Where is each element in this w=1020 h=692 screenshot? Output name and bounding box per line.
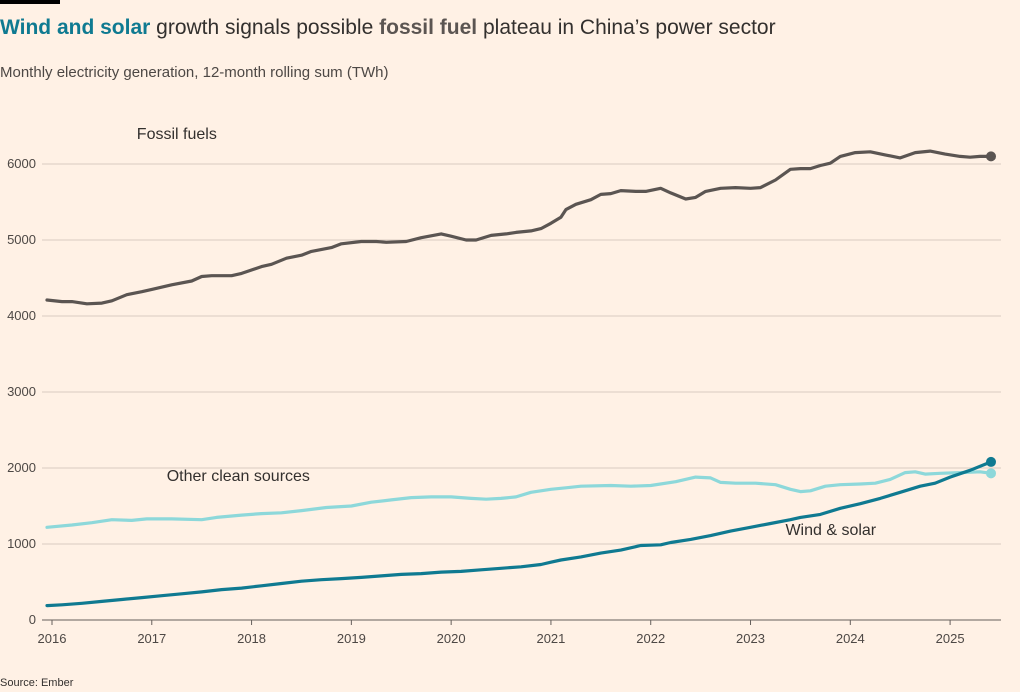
series-line-ws	[45, 460, 993, 608]
series-line-other	[45, 470, 993, 529]
series-line-fossil	[45, 149, 993, 306]
y-tick-label: 0	[29, 612, 36, 627]
x-tick-label: 2025	[936, 631, 965, 646]
y-tick-label: 3000	[7, 384, 36, 399]
ft-top-bar	[0, 0, 60, 4]
title-highlight-fossil-fuel: fossil fuel	[379, 16, 478, 39]
title-text-part-2: plateau in China’s power sector	[477, 16, 776, 39]
x-tick-label: 2022	[636, 631, 665, 646]
title-text-part-1: growth signals possible	[150, 16, 380, 39]
chart-title: Wind and solar growth signals possible f…	[0, 15, 776, 41]
x-tick-label: 2019	[337, 631, 366, 646]
series-label-fossil: Fossil fuels	[137, 126, 217, 143]
chart-subtitle: Monthly electricity generation, 12-month…	[0, 64, 389, 81]
x-tick-label: 2017	[137, 631, 166, 646]
y-tick-label: 2000	[7, 460, 36, 475]
series-endpoint-other	[986, 468, 997, 479]
series-endpoint-ws	[986, 456, 997, 467]
source-note: Source: Ember	[0, 677, 74, 689]
x-tick-label: 2023	[736, 631, 765, 646]
x-tick-label: 2021	[536, 631, 565, 646]
x-tick-label: 2024	[836, 631, 865, 646]
series-label-ws: Wind & solar	[785, 522, 876, 539]
x-tick-label: 2018	[237, 631, 266, 646]
y-tick-label: 6000	[7, 156, 36, 171]
x-tick-label: 2016	[38, 631, 67, 646]
y-tick-label: 1000	[7, 536, 36, 551]
y-tick-label: 4000	[7, 308, 36, 323]
x-tick-label: 2020	[437, 631, 466, 646]
series-label-other: Other clean sources	[167, 468, 310, 485]
title-highlight-wind-solar: Wind and solar	[0, 16, 151, 39]
y-tick-label: 5000	[7, 232, 36, 247]
series-endpoint-fossil	[986, 151, 997, 162]
